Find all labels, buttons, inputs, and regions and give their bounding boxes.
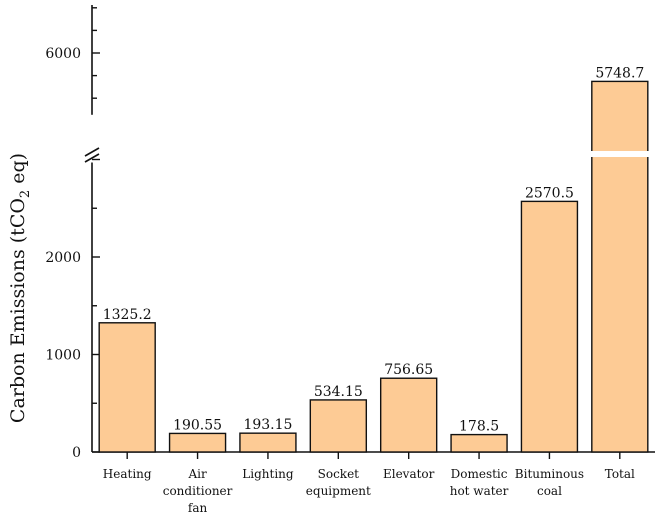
data-label: 5748.7: [595, 65, 644, 81]
x-tick-label: Total: [605, 467, 635, 481]
x-tick-label: Heating: [103, 467, 152, 481]
bar: [379, 377, 438, 453]
x-tick-label-line: Heating: [103, 467, 152, 481]
x-tick-label-line: Bituminous: [515, 467, 584, 481]
bar: [98, 322, 156, 453]
x-tick-label-line: Elevator: [383, 467, 435, 481]
data-label: 1325.2: [103, 307, 152, 323]
data-label: 193.15: [243, 417, 292, 433]
data-label: 2570.5: [525, 185, 574, 201]
data-label: 756.65: [384, 362, 433, 378]
data-label: 178.5: [459, 419, 499, 435]
y-axis-title-tail: eq): [7, 153, 29, 190]
axis-break-mark: [84, 147, 100, 157]
y-axis-title-main: Carbon Emissions (tCO: [7, 198, 29, 423]
labels: 0 1000 2000 6000 1325.2 Heating 190.55 Air condi…: [45, 46, 644, 515]
x-tick-label-line: Domestic: [451, 467, 508, 481]
x-tick-label: Air conditioner fan: [163, 467, 233, 515]
bars: [98, 80, 649, 453]
y-tick-label: 0: [72, 445, 81, 461]
bar: [239, 432, 297, 453]
x-tick-label-line: fan: [188, 501, 208, 515]
x-tick-label: Lighting: [242, 467, 294, 481]
y-axis-title: Carbon Emissions (tCO2 eq): [7, 153, 33, 423]
data-label: 534.15: [314, 384, 363, 400]
bar: [309, 399, 368, 453]
y-axis-title-subscript: 2: [18, 190, 33, 198]
x-tick-label-line: Air: [187, 467, 207, 481]
y-tick-label: 6000: [45, 46, 81, 62]
x-tick-label-line: equipment: [306, 484, 371, 498]
bar-break-gap: [590, 151, 649, 157]
axis-break-mark: [84, 153, 100, 163]
x-tick-label: Elevator: [383, 467, 435, 481]
x-tick-label-line: hot water: [450, 484, 509, 498]
y-tick-label: 1000: [45, 348, 81, 364]
x-tick-label: Domestic hot water: [450, 467, 509, 498]
y-tick-label: 2000: [45, 250, 81, 266]
x-tick-label-line: coal: [537, 484, 562, 498]
data-label: 190.55: [173, 417, 222, 433]
bar: [450, 433, 508, 453]
bar: [168, 432, 227, 453]
bar: [520, 200, 579, 453]
x-tick-label: Bituminous coal: [515, 467, 584, 498]
x-tick-label-line: conditioner: [163, 484, 233, 498]
x-tick-label-line: Total: [605, 467, 635, 481]
x-tick-label: Socket equipment: [306, 467, 371, 498]
x-tick-label-line: Lighting: [242, 467, 294, 481]
x-tick-label-line: Socket: [318, 467, 360, 481]
bar: [591, 80, 649, 453]
